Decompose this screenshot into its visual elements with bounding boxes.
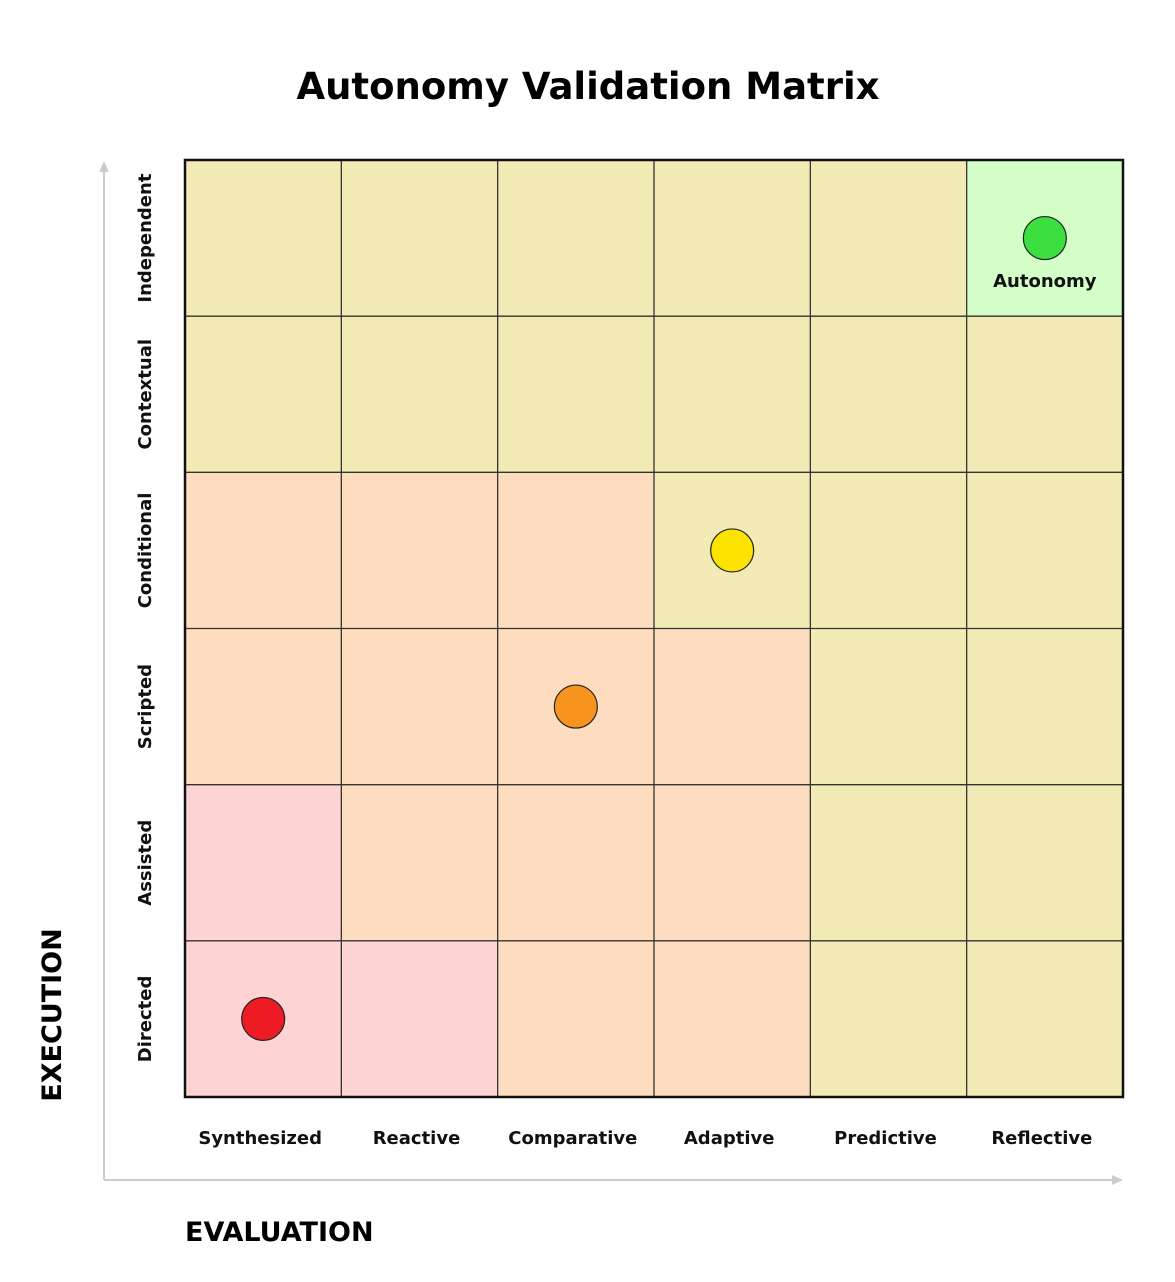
y-tick-label: Conditional bbox=[135, 493, 156, 609]
x-tick-label: Comparative bbox=[508, 1128, 637, 1149]
matrix-cell bbox=[341, 628, 498, 785]
matrix-cell bbox=[497, 160, 654, 317]
matrix-cell bbox=[654, 316, 811, 473]
y-tick-label: Directed bbox=[135, 976, 156, 1063]
matrix-cell bbox=[497, 472, 654, 629]
matrix-cell bbox=[654, 160, 811, 317]
matrix-border bbox=[183, 158, 1125, 1099]
x-tick-label: Reflective bbox=[991, 1128, 1092, 1149]
y-axis-title: EXECUTION bbox=[37, 928, 68, 1101]
y-tick-label: Assisted bbox=[135, 820, 156, 906]
matrix-cell bbox=[185, 160, 342, 317]
x-tick-label: Predictive bbox=[834, 1128, 937, 1149]
matrix-cell bbox=[810, 628, 967, 785]
y-tick-label: Contextual bbox=[135, 339, 156, 450]
data-point bbox=[553, 684, 598, 729]
matrix-cell bbox=[810, 160, 967, 317]
matrix-cell bbox=[497, 784, 654, 941]
matrix-cell bbox=[966, 784, 1123, 941]
matrix-cell bbox=[810, 316, 967, 473]
x-tick-label: Synthesized bbox=[198, 1128, 322, 1149]
matrix-cell bbox=[810, 472, 967, 629]
matrix-cell bbox=[654, 628, 811, 785]
matrix-cell bbox=[810, 940, 967, 1097]
matrix-cell bbox=[185, 316, 342, 473]
data-point bbox=[241, 996, 286, 1042]
y-tick-label: Independent bbox=[135, 173, 156, 302]
matrix-cell bbox=[341, 784, 498, 941]
matrix-cell bbox=[185, 784, 342, 941]
x-tick-label: Adaptive bbox=[684, 1128, 775, 1149]
matrix-cell bbox=[341, 160, 498, 317]
matrix-cell bbox=[341, 940, 498, 1097]
matrix-cell bbox=[497, 316, 654, 473]
matrix-cell bbox=[185, 472, 342, 629]
chart-title: Autonomy Validation Matrix bbox=[296, 65, 879, 108]
matrix-cell bbox=[341, 472, 498, 629]
matrix-cell bbox=[810, 784, 967, 941]
data-point-label: Autonomy bbox=[993, 271, 1097, 292]
y-tick-label: Scripted bbox=[135, 664, 156, 749]
matrix-cell bbox=[654, 784, 811, 941]
matrix-cell bbox=[966, 316, 1123, 473]
x-axis-title: EVALUATION bbox=[185, 1217, 374, 1248]
matrix-cell bbox=[966, 628, 1123, 785]
x-tick-label: Reactive bbox=[373, 1128, 461, 1149]
matrix-cell bbox=[654, 940, 811, 1097]
matrix-cell bbox=[966, 472, 1123, 629]
matrix-cell bbox=[341, 316, 498, 473]
y-axis-arrow-icon bbox=[99, 161, 109, 172]
matrix-cell bbox=[497, 940, 654, 1097]
data-point bbox=[710, 528, 755, 573]
matrix-cell bbox=[185, 628, 342, 785]
x-axis-arrow-icon bbox=[1112, 1175, 1123, 1185]
matrix-cell bbox=[966, 940, 1123, 1097]
data-point bbox=[1022, 215, 1067, 261]
